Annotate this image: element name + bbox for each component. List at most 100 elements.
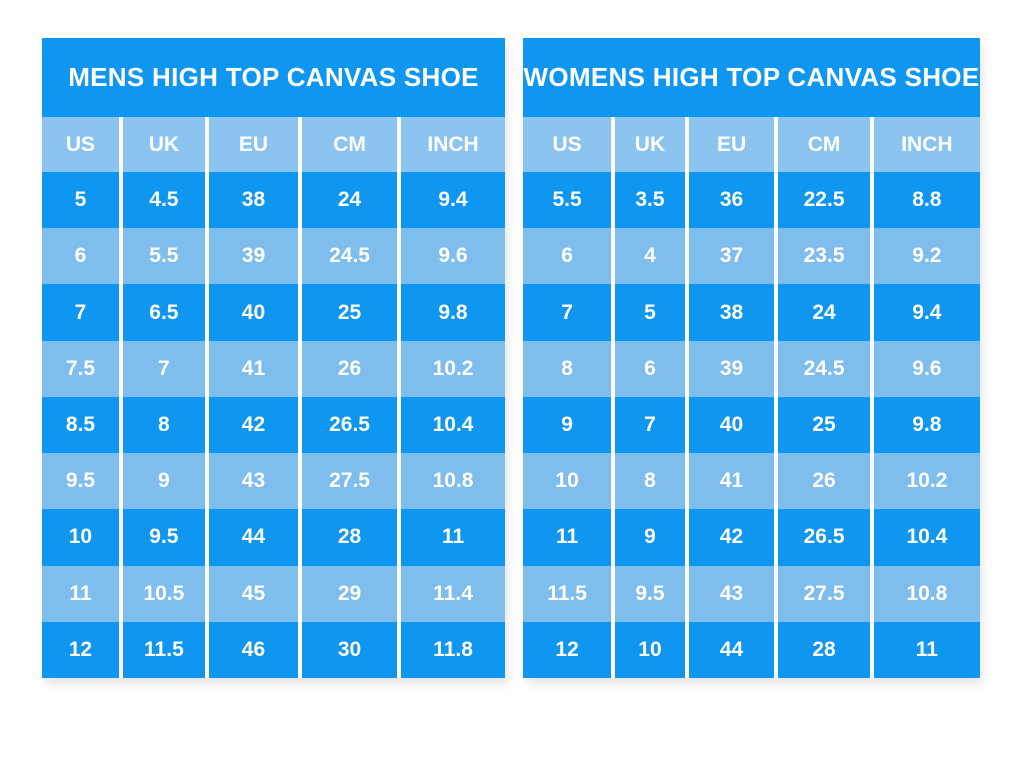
- table-cell: 45: [204, 565, 298, 622]
- table-cell: 9.8: [397, 284, 505, 341]
- table-cell: 22.5: [774, 172, 870, 229]
- mens-chart-header-row: US UK EU CM INCH: [42, 117, 505, 172]
- table-cell: 40: [684, 396, 775, 454]
- table-cell: 9: [118, 453, 205, 510]
- table-row: 8 6 39 24.5 9.6: [523, 340, 980, 397]
- table-cell: 7: [74, 300, 87, 324]
- womens-chart-body: 5.5 3.5 36 22.5 8.8 6 4 37 23.5 9.2 7 5 38 24 9.4 8 6 39 2…: [523, 172, 980, 678]
- table-cell: 9.5: [118, 509, 205, 566]
- table-row: 5 4.5 38 24 9.4: [42, 172, 505, 229]
- table-row: 6 5.5 39 24.5 9.6: [42, 228, 505, 285]
- table-cell: 7: [611, 396, 685, 454]
- womens-chart-title: WOMENS HIGH TOP CANVAS SHOE: [523, 38, 980, 117]
- table-cell: 37: [684, 228, 775, 285]
- womens-size-chart: WOMENS HIGH TOP CANVAS SHOE US UK EU CM INCH…: [523, 38, 980, 678]
- table-cell: 25: [774, 396, 870, 454]
- table-cell: 10.2: [869, 453, 980, 510]
- table-row: 12 11.5 46 30 11.8: [42, 621, 505, 678]
- table-row: 7 6.5 40 25 9.8: [42, 284, 505, 341]
- table-cell: 43: [204, 453, 298, 510]
- column-header-inch: INCH: [397, 117, 505, 172]
- table-cell: 5: [611, 284, 685, 341]
- table-row: 11.5 9.5 43 27.5 10.8: [523, 565, 980, 622]
- table-cell: 23.5: [774, 228, 870, 285]
- table-row: 11 10.5 45 29 11.4: [42, 565, 505, 622]
- table-cell: 11.5: [547, 581, 587, 605]
- table-cell: 11: [555, 525, 579, 549]
- table-cell: 9: [561, 412, 573, 436]
- table-cell: 10.4: [397, 396, 505, 454]
- column-header-eu: EU: [684, 117, 775, 172]
- column-header-inch: INCH: [869, 117, 980, 172]
- table-cell: 30: [298, 621, 397, 678]
- table-cell: 8: [561, 356, 573, 380]
- table-cell: 29: [298, 565, 397, 622]
- table-cell: 27.5: [298, 453, 397, 510]
- table-cell: 4.5: [118, 172, 205, 229]
- table-cell: 10: [611, 621, 685, 678]
- table-cell: 24: [298, 172, 397, 229]
- table-cell: 24.5: [298, 228, 397, 285]
- table-cell: 25: [298, 284, 397, 341]
- mens-chart-body: 5 4.5 38 24 9.4 6 5.5 39 24.5 9.6 7 6.5 40 25 9.8 7.5 7 4…: [42, 172, 505, 678]
- table-cell: 46: [204, 621, 298, 678]
- table-cell: 11.5: [118, 621, 205, 678]
- table-cell: 6: [74, 244, 87, 268]
- table-row: 10 8 41 26 10.2: [523, 453, 980, 510]
- table-cell: 5: [74, 188, 87, 212]
- table-row: 5.5 3.5 36 22.5 8.8: [523, 172, 980, 229]
- table-cell: 12: [68, 637, 93, 661]
- table-cell: 9.2: [869, 228, 980, 285]
- table-cell: 5.5: [118, 228, 205, 285]
- table-cell: 7: [561, 300, 573, 324]
- table-cell: 41: [684, 453, 775, 510]
- mens-size-chart: MENS HIGH TOP CANVAS SHOE US UK EU CM INCH 5…: [42, 38, 505, 678]
- table-cell: 9.6: [869, 340, 980, 397]
- table-cell: 26.5: [298, 396, 397, 454]
- table-cell: 11: [397, 509, 505, 566]
- table-cell: 11: [69, 581, 92, 605]
- table-cell: 10.4: [869, 509, 980, 566]
- table-cell: 8: [118, 396, 205, 454]
- table-row: 6 4 37 23.5 9.2: [523, 228, 980, 285]
- table-cell: 10.2: [397, 340, 505, 397]
- table-cell: 9.5: [611, 565, 685, 622]
- table-cell: 10.5: [118, 565, 205, 622]
- table-row: 10 9.5 44 28 11: [42, 509, 505, 566]
- table-cell: 5.5: [552, 188, 582, 212]
- table-cell: 6: [561, 244, 573, 268]
- table-cell: 10.8: [397, 453, 505, 510]
- table-cell: 26: [298, 340, 397, 397]
- table-cell: 39: [204, 228, 298, 285]
- table-cell: 6: [611, 340, 685, 397]
- table-row: 11 9 42 26.5 10.4: [523, 509, 980, 566]
- table-row: 8.5 8 42 26.5 10.4: [42, 396, 505, 454]
- table-cell: 7: [118, 340, 205, 397]
- column-header-uk: UK: [611, 117, 685, 172]
- womens-chart-header-row: US UK EU CM INCH: [523, 117, 980, 172]
- table-cell: 36: [684, 172, 775, 229]
- table-cell: 8: [611, 453, 685, 510]
- table-row: 7.5 7 41 26 10.2: [42, 340, 505, 397]
- table-cell: 9.5: [65, 469, 96, 493]
- table-cell: 24: [774, 284, 870, 341]
- table-cell: 28: [298, 509, 397, 566]
- table-cell: 3.5: [611, 172, 685, 229]
- table-cell: 42: [204, 396, 298, 454]
- column-header-cm: CM: [298, 117, 397, 172]
- table-cell: 11.8: [397, 621, 505, 678]
- table-cell: 4: [611, 228, 685, 285]
- column-header-cm: CM: [774, 117, 870, 172]
- table-cell: 38: [204, 172, 298, 229]
- table-cell: 10: [68, 525, 93, 549]
- table-cell: 8.5: [65, 412, 96, 436]
- mens-chart-title: MENS HIGH TOP CANVAS SHOE: [42, 38, 505, 117]
- table-cell: 26.5: [774, 509, 870, 566]
- column-header-uk: UK: [118, 117, 205, 172]
- column-header-eu: EU: [204, 117, 298, 172]
- table-cell: 11: [869, 621, 980, 678]
- table-row: 7 5 38 24 9.4: [523, 284, 980, 341]
- table-cell: 9.4: [869, 284, 980, 341]
- table-cell: 9: [611, 509, 685, 566]
